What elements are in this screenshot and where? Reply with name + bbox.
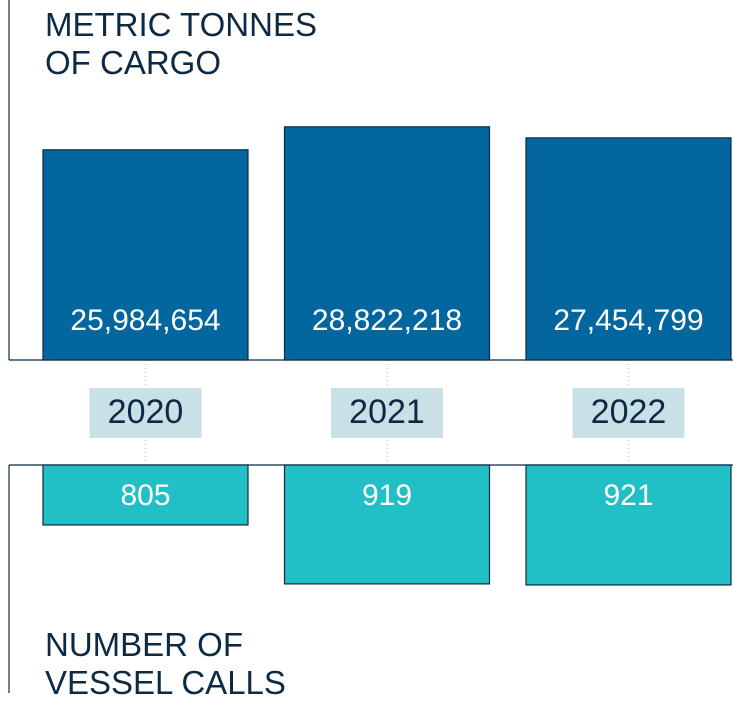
bottom-panel-title: NUMBER OF VESSEL CALLS <box>45 626 286 701</box>
value-label: 25,984,654 <box>70 304 220 337</box>
top-panel-title: METRIC TONNES OF CARGO <box>45 6 317 81</box>
value-label: 805 <box>120 479 170 512</box>
value-label: 921 <box>603 479 653 512</box>
value-label: 27,454,799 <box>553 304 703 337</box>
x-tick-label: 2022 <box>591 393 667 431</box>
x-tick-label: 2021 <box>349 393 425 431</box>
bar <box>42 149 249 361</box>
bar <box>525 137 732 361</box>
bar <box>42 464 249 526</box>
category-box <box>572 388 685 438</box>
bar <box>283 126 491 361</box>
bar <box>283 464 491 585</box>
bar <box>525 464 732 586</box>
category-box <box>331 388 443 438</box>
value-label: 919 <box>362 479 412 512</box>
category-box <box>89 388 202 438</box>
x-tick-label: 2020 <box>108 393 184 431</box>
value-label: 28,822,218 <box>312 304 462 337</box>
